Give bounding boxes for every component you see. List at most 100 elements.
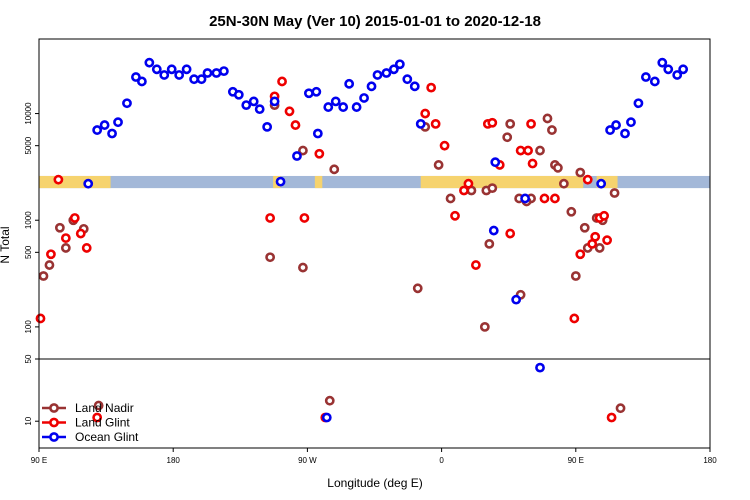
data-point <box>144 57 155 68</box>
y-tick-label: 50 <box>24 354 33 363</box>
data-point <box>311 86 322 97</box>
data-point <box>550 193 560 204</box>
data-point <box>44 260 55 270</box>
data-point <box>99 120 110 130</box>
data-point <box>487 183 498 194</box>
data-point <box>81 243 92 253</box>
data-point <box>409 81 420 92</box>
data-point <box>535 145 545 156</box>
plot-area <box>35 57 710 423</box>
data-point <box>122 98 132 109</box>
data-point <box>606 412 617 423</box>
band-land-segment <box>314 175 323 189</box>
data-point <box>265 252 276 263</box>
data-point <box>166 64 177 75</box>
data-point <box>46 249 56 260</box>
data-point <box>439 140 450 151</box>
data-point <box>202 68 213 78</box>
plot-frame <box>38 38 711 449</box>
data-point <box>321 412 332 423</box>
data-point <box>93 400 104 411</box>
data-point <box>590 231 601 242</box>
data-point <box>609 188 620 198</box>
y-tick-label: 10 <box>24 416 33 425</box>
data-point <box>433 160 444 170</box>
legend-item-ocean-glint: Ocean Glint <box>42 430 139 444</box>
data-point <box>298 145 308 156</box>
data-point <box>526 118 536 129</box>
chart-title: 25N-30N May (Ver 10) 2015-01-01 to 2020-… <box>209 13 541 30</box>
data-point <box>394 59 405 70</box>
data-point <box>312 128 323 139</box>
data-point <box>511 294 522 305</box>
data-point <box>547 125 557 135</box>
data-point <box>594 243 605 253</box>
data-point <box>60 243 71 253</box>
x-tick-label: 180 <box>167 456 181 465</box>
data-point <box>402 74 413 85</box>
data-point <box>678 64 689 75</box>
data-point <box>633 98 644 109</box>
x-axis: 90 E 180 90 W 0 90 E 180 <box>31 448 717 465</box>
data-point <box>430 118 441 129</box>
legend-item-land-nadir: Land Nadir <box>42 401 134 415</box>
data-point <box>479 321 490 332</box>
data-point <box>412 283 423 294</box>
data-point <box>351 102 362 112</box>
data-point <box>579 222 590 233</box>
data-point <box>181 64 192 75</box>
data-point <box>569 313 580 324</box>
data-point <box>269 96 280 107</box>
data-point <box>92 125 103 135</box>
data-point <box>426 82 437 93</box>
data-point <box>38 271 49 281</box>
y-tick-label: 500 <box>24 245 33 259</box>
data-point <box>136 76 147 87</box>
legend-item-land-glint: Land Glint <box>42 416 130 430</box>
data-point <box>151 64 162 75</box>
data-point <box>602 235 613 246</box>
data-point <box>248 96 259 107</box>
data-point <box>218 66 229 77</box>
data-point <box>542 113 553 124</box>
data-point <box>615 403 626 414</box>
legend-label: Land Glint <box>75 416 130 430</box>
legend-marker <box>49 403 59 413</box>
data-point <box>605 125 615 135</box>
data-point <box>298 262 308 273</box>
y-tick-label: 10000 <box>24 102 33 125</box>
data-point <box>381 68 392 78</box>
data-point <box>420 108 431 119</box>
y-tick-label: 5000 <box>24 136 33 154</box>
data-point <box>570 271 581 281</box>
data-point <box>265 213 276 223</box>
data-point <box>527 158 538 169</box>
data-point <box>92 412 103 423</box>
x-tick-label: 90 W <box>298 456 317 465</box>
data-point <box>539 193 550 204</box>
data-point <box>620 128 630 139</box>
data-point <box>488 225 499 236</box>
data-point <box>649 76 660 87</box>
data-point <box>338 102 349 112</box>
legend-marker <box>49 432 59 442</box>
data-point <box>254 104 265 115</box>
data-point <box>596 178 607 189</box>
data-point <box>502 132 513 143</box>
data-point <box>299 213 310 223</box>
series-ocean-glint <box>83 57 689 423</box>
data-point <box>505 228 516 239</box>
data-point <box>284 106 295 117</box>
data-point <box>60 233 71 243</box>
data-point <box>575 167 586 178</box>
band-land-segment <box>39 175 111 189</box>
series-land-glint <box>35 76 617 423</box>
data-point <box>314 148 325 159</box>
data-point <box>490 157 501 168</box>
x-tick-label: 0 <box>439 456 444 465</box>
data-point <box>470 260 481 270</box>
data-point <box>515 145 526 156</box>
data-point <box>487 117 498 128</box>
